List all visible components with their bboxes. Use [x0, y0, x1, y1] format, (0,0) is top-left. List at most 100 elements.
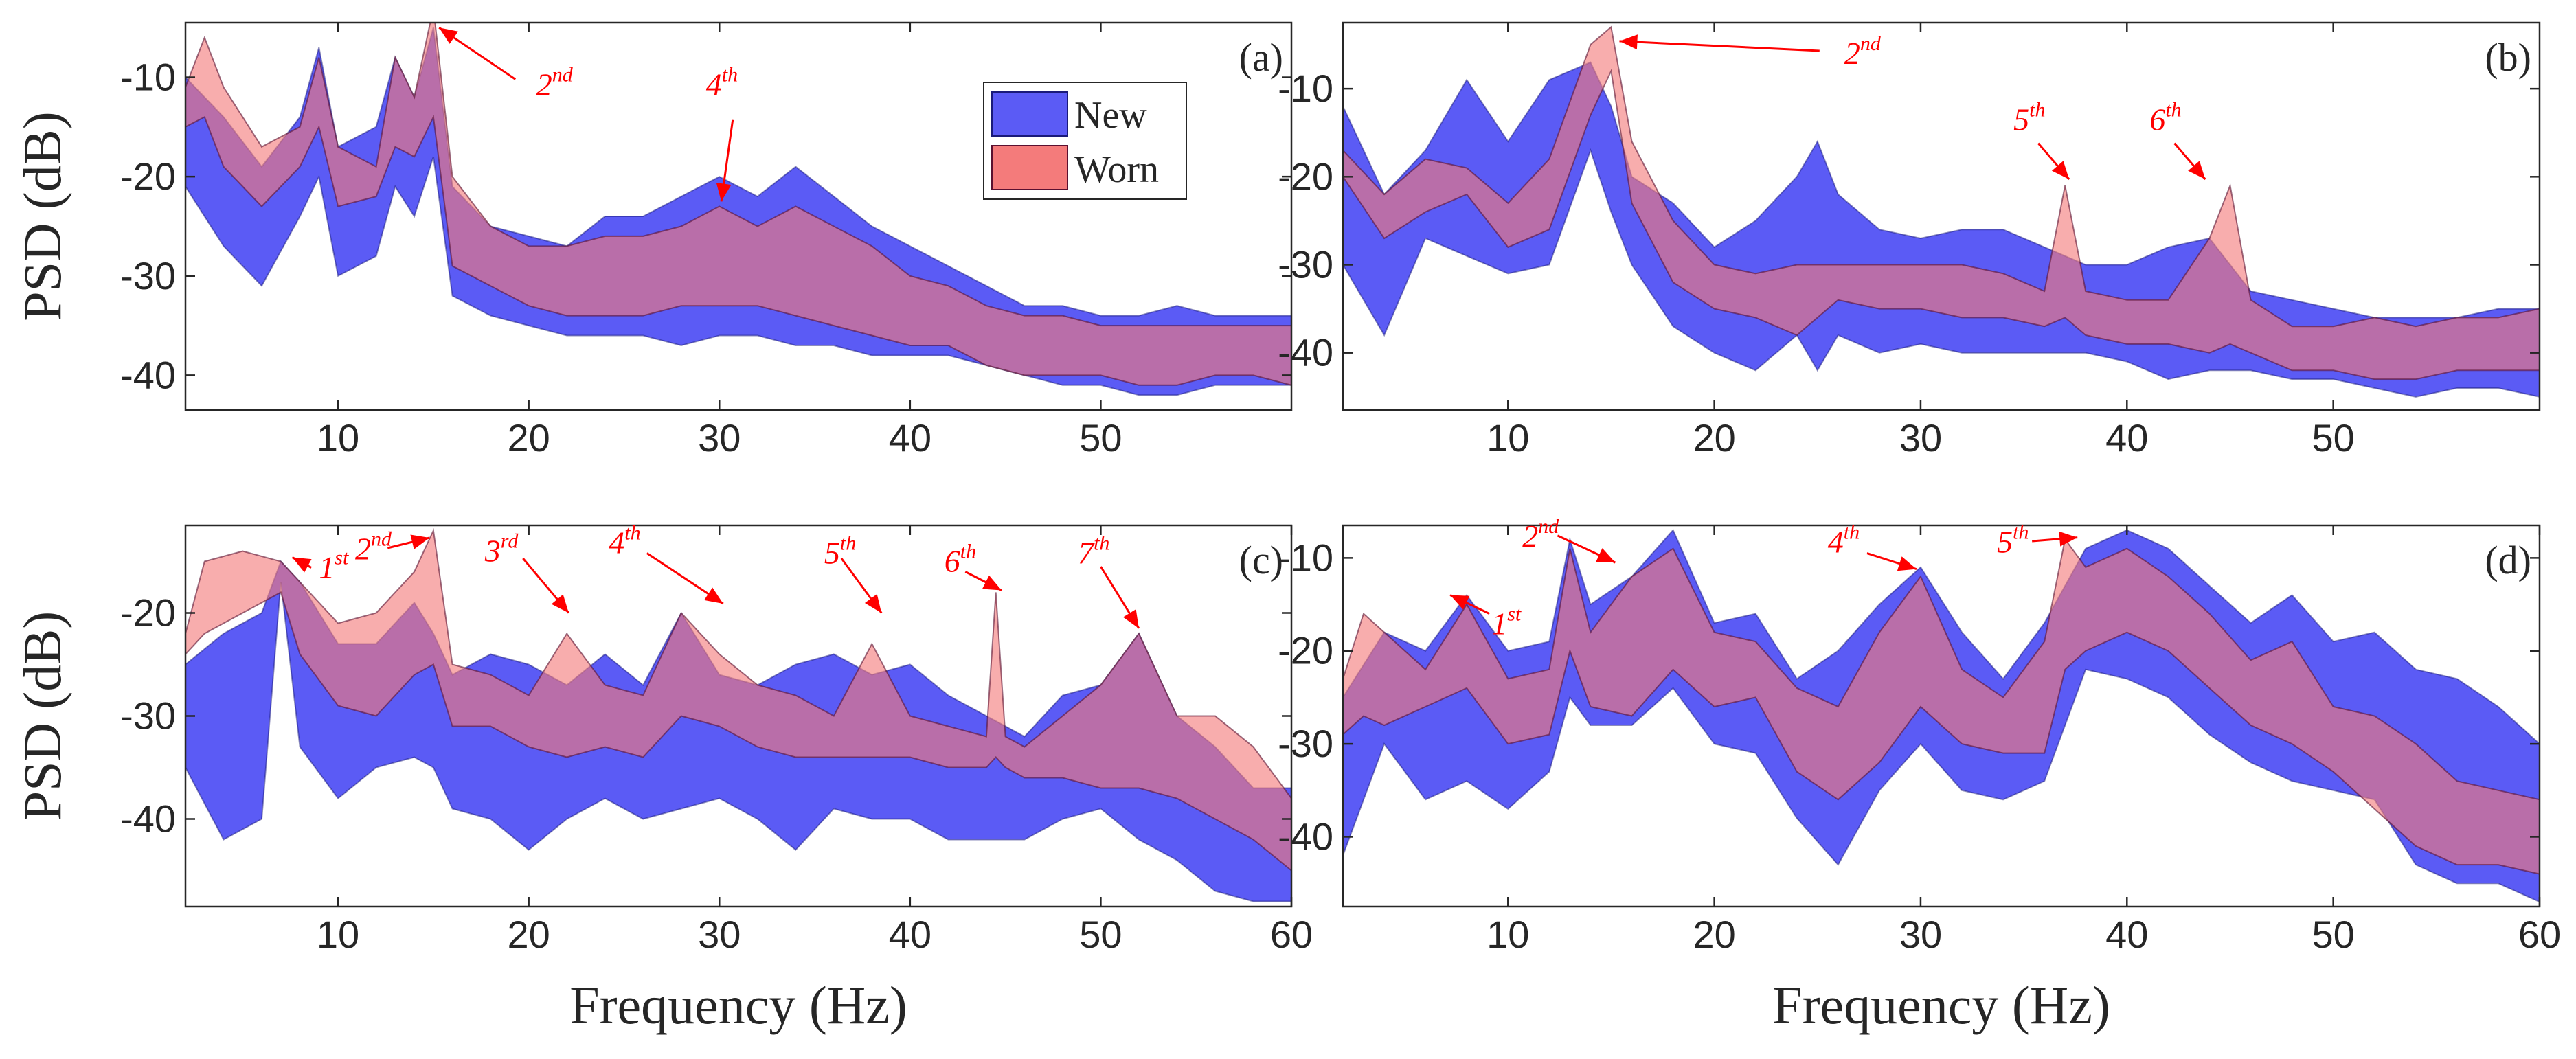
- x-tick-label: 50: [2312, 416, 2355, 459]
- annotation-suffix: nd: [371, 528, 392, 551]
- harmonic-annotation: 6th: [2149, 98, 2206, 181]
- annotation-number: 6: [945, 544, 960, 579]
- x-axis-title: Frequency (Hz): [1772, 975, 2110, 1035]
- x-tick-label: 20: [1693, 913, 1735, 956]
- series-bands: [1343, 528, 2540, 903]
- y-tick-label: -20: [1278, 155, 1333, 198]
- annotation-label: 7th: [1078, 532, 1109, 571]
- y-tick-label: -30: [1278, 722, 1333, 765]
- annotation-number: 6: [2149, 102, 2165, 137]
- x-tick-label: 40: [889, 416, 931, 459]
- x-tick-label: 40: [2105, 416, 2148, 459]
- annotation-label: 1st: [1491, 602, 1522, 641]
- annotation-arrow-head: [1122, 609, 1139, 628]
- axes-box: [1342, 21, 2541, 411]
- legend-swatch-worn: [991, 145, 1068, 190]
- annotation-suffix: nd: [552, 64, 574, 87]
- x-tick-label: 10: [317, 913, 359, 956]
- annotation-arrow-head: [1596, 548, 1616, 563]
- y-tick-label: -30: [120, 254, 176, 297]
- y-tick-label: -10: [120, 56, 176, 99]
- annotation-label: 5th: [1997, 521, 2029, 559]
- harmonic-annotation: 6th: [945, 540, 1002, 591]
- harmonic-annotation: 5th: [824, 532, 883, 614]
- annotation-arrow-head: [551, 594, 569, 613]
- annotation-label: 2nd: [536, 64, 574, 102]
- legend-label-new: New: [1074, 94, 1147, 137]
- harmonic-annotation: 1st: [291, 547, 349, 585]
- annotation-label: 6th: [2149, 98, 2181, 137]
- annotation-number: 3: [484, 534, 501, 569]
- harmonic-annotation: 2nd: [1522, 515, 1616, 564]
- x-tick-label: 60: [1270, 913, 1313, 956]
- harmonic-annotation: 7th: [1078, 532, 1140, 629]
- annotation-arrow-head: [704, 587, 723, 604]
- harmonic-annotation: 5th: [1997, 521, 2078, 559]
- band-worn: [1343, 25, 2540, 380]
- annotation-label: 5th: [824, 532, 856, 571]
- annotation-suffix: th: [722, 64, 738, 87]
- annotation-number: 2: [1844, 36, 1860, 71]
- legend-swatch-new: [991, 91, 1068, 137]
- annotation-arrow-head: [439, 27, 458, 44]
- annotation-label: 2nd: [1844, 32, 1882, 71]
- annotation-suffix: th: [840, 532, 856, 555]
- annotation-number: 5: [2013, 102, 2029, 137]
- panel-label: (c): [1239, 538, 1283, 582]
- harmonic-annotation: 3rd: [484, 530, 570, 614]
- y-tick-label: -30: [120, 694, 176, 738]
- series-bands: [1343, 25, 2540, 398]
- panel-a: 10 20 30 40 50 -10 -20 -30 -40 PSD (dB) (a) 2nd 4th N…: [12, 21, 1293, 459]
- x-tick-label: 50: [2312, 913, 2355, 956]
- x-tick-label: 10: [317, 416, 359, 459]
- annotation-label: 4th: [609, 522, 640, 560]
- annotation-arrow-head: [2188, 161, 2206, 180]
- harmonic-annotation: 4th: [609, 522, 724, 605]
- annotation-arrow-head: [982, 575, 1002, 591]
- harmonic-annotation: 4th: [706, 64, 738, 202]
- annotation-arrow-head: [292, 557, 312, 573]
- y-tick-label: -40: [120, 797, 176, 841]
- annotation-suffix: rd: [501, 530, 519, 553]
- panel-label: (a): [1239, 35, 1283, 80]
- axes-box: [184, 21, 1293, 411]
- x-tick-label: 30: [1899, 416, 1942, 459]
- x-tick-label: 40: [889, 913, 931, 956]
- annotation-label: 2nd: [1522, 515, 1559, 554]
- annotation-arrow-head: [1897, 556, 1917, 571]
- annotation-arrow-head: [2059, 531, 2078, 547]
- y-axis-title: PSD (dB): [12, 111, 72, 321]
- harmonic-annotation: 5th: [2013, 98, 2070, 181]
- y-tick-label: -30: [1278, 243, 1333, 286]
- x-tick-label: 50: [1079, 913, 1122, 956]
- annotation-arrow-head: [410, 534, 430, 549]
- annotation-suffix: th: [2013, 521, 2029, 543]
- annotation-arrow-head: [864, 594, 882, 613]
- annotation-number: 1: [319, 550, 335, 585]
- axes-box: [1342, 524, 2541, 908]
- annotation-number: 4: [1828, 524, 1844, 559]
- y-tick-label: -20: [120, 155, 176, 198]
- annotation-suffix: th: [1844, 521, 1860, 543]
- annotation-number: 7: [1078, 536, 1095, 571]
- series-bands: [185, 23, 1291, 396]
- annotation-suffix: nd: [1538, 515, 1559, 538]
- legend-label-worn: Worn: [1074, 148, 1159, 191]
- harmonic-annotation: 2nd: [438, 26, 574, 102]
- x-tick-label: 50: [1079, 416, 1122, 459]
- annotation-arrow-head: [2051, 161, 2070, 180]
- annotation-suffix: th: [2029, 98, 2045, 121]
- annotation-arrow-head: [1450, 595, 1470, 610]
- annotation-label: 3rd: [484, 530, 519, 569]
- annotation-arrow-head: [1619, 34, 1638, 50]
- y-tick-label: -10: [1278, 67, 1333, 110]
- annotation-arrow-head: [716, 183, 732, 202]
- annotation-number: 2: [355, 532, 371, 567]
- x-tick-label: 30: [698, 913, 741, 956]
- annotation-suffix: th: [2165, 98, 2181, 121]
- y-axis-title: PSD (dB): [12, 611, 72, 821]
- annotation-label: 5th: [2013, 98, 2045, 137]
- y-tick-label: -40: [1278, 331, 1333, 374]
- band-worn: [185, 23, 1291, 386]
